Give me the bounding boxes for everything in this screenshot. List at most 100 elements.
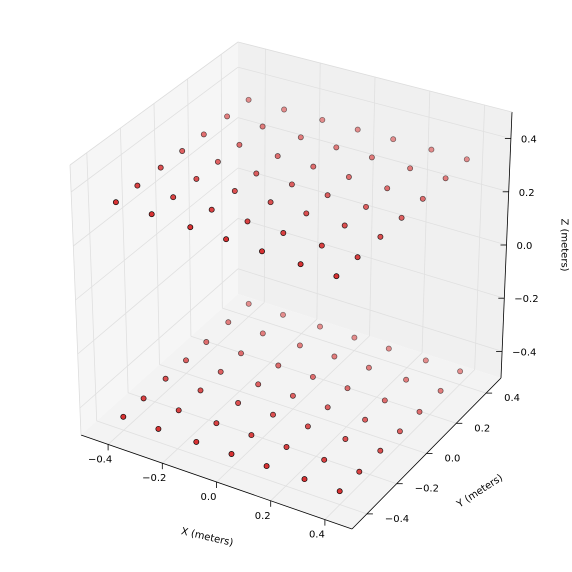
data-point xyxy=(288,181,295,188)
data-point xyxy=(437,387,444,394)
data-point xyxy=(341,222,348,229)
data-point xyxy=(224,113,231,120)
z-tick-label: 0.4 xyxy=(521,135,537,146)
data-point xyxy=(442,175,449,182)
data-point xyxy=(416,408,423,415)
y-tick-label: −0.2 xyxy=(415,484,439,495)
data-point xyxy=(245,96,252,103)
z-gridline-back xyxy=(237,268,503,352)
data-point xyxy=(321,456,328,463)
data-point xyxy=(259,248,265,255)
data-point xyxy=(238,350,244,357)
data-point xyxy=(228,451,235,457)
data-point xyxy=(385,345,392,352)
data-point xyxy=(193,438,200,445)
data-point xyxy=(289,392,296,399)
data-point xyxy=(200,131,207,138)
data-point xyxy=(398,214,405,221)
data-point xyxy=(280,311,286,318)
data-point xyxy=(162,375,169,382)
z-gridline-left xyxy=(79,268,239,409)
y-tick-label: 0.0 xyxy=(445,454,461,465)
data-point xyxy=(223,236,230,243)
data-point xyxy=(187,224,194,231)
data-point xyxy=(157,164,164,171)
data-point xyxy=(208,206,215,213)
data-point xyxy=(403,376,410,383)
data-point xyxy=(303,210,310,217)
data-point xyxy=(280,230,287,236)
x-tick-label: 0.4 xyxy=(309,530,325,541)
data-point xyxy=(263,463,270,470)
y-gridline-floor xyxy=(222,307,487,394)
back-pane xyxy=(238,42,512,378)
data-point xyxy=(203,339,210,345)
z-gridline-left xyxy=(75,167,239,301)
data-point xyxy=(175,407,182,414)
data-point xyxy=(140,395,147,402)
data-point xyxy=(259,123,266,130)
data-point xyxy=(345,174,352,180)
data-point xyxy=(255,381,262,388)
box-edge xyxy=(237,41,513,113)
data-point xyxy=(324,404,331,411)
y-gridline-floor xyxy=(96,420,368,515)
data-point xyxy=(324,192,331,199)
data-point xyxy=(281,106,288,113)
data-point xyxy=(422,357,429,364)
x-axis-label: X (meters) xyxy=(180,526,234,549)
data-point xyxy=(170,194,177,201)
data-point xyxy=(183,357,189,364)
z-tick-label: 0.2 xyxy=(519,188,535,199)
data-point xyxy=(318,242,325,249)
data-point xyxy=(354,254,361,261)
data-point xyxy=(283,444,290,450)
data-point xyxy=(333,144,340,151)
data-point xyxy=(368,154,375,161)
z-tick-label: −0.4 xyxy=(512,347,536,358)
data-point xyxy=(179,148,186,154)
floor-pane xyxy=(81,294,501,529)
x-tick-label: −0.2 xyxy=(142,473,166,484)
axes-panes xyxy=(70,42,512,529)
data-point xyxy=(390,136,397,143)
data-point xyxy=(213,420,220,427)
data-point xyxy=(259,330,266,337)
data-point xyxy=(344,385,351,392)
data-point xyxy=(297,134,304,141)
data-point xyxy=(197,387,204,394)
data-point xyxy=(236,141,243,148)
data-point xyxy=(396,428,403,435)
data-point xyxy=(419,195,426,202)
data-point xyxy=(267,199,274,206)
tick-marks: −0.4 −0.2 0.0 0.2 0.4 −0.4 −0.2 0.0 0.2 0.4 −0.4 −0… xyxy=(88,135,539,541)
data-point xyxy=(463,156,470,163)
data-point xyxy=(384,185,391,192)
data-point xyxy=(134,182,141,189)
data-point xyxy=(317,323,323,330)
data-point xyxy=(248,432,255,439)
data-point xyxy=(377,447,384,454)
data-point xyxy=(214,158,221,165)
data-point xyxy=(270,411,276,418)
data-point xyxy=(319,116,326,123)
y-tick-label: 0.2 xyxy=(474,423,490,434)
data-point xyxy=(244,218,251,225)
data-point xyxy=(381,397,388,404)
data-point xyxy=(231,188,238,194)
z-axis-label: Z (meters) xyxy=(559,218,570,271)
data-point xyxy=(225,319,232,326)
data-point xyxy=(377,233,384,240)
left-pane xyxy=(70,42,238,435)
data-point xyxy=(296,342,303,349)
data-point xyxy=(120,413,127,420)
z-gridline-back xyxy=(237,66,512,139)
data-point xyxy=(333,273,340,280)
box-edge xyxy=(69,41,239,166)
box-edge xyxy=(69,164,82,436)
data-point xyxy=(336,488,343,495)
y-gridline-floor xyxy=(190,335,457,424)
y-tick-label: −0.4 xyxy=(385,514,409,525)
data-point xyxy=(365,364,372,371)
